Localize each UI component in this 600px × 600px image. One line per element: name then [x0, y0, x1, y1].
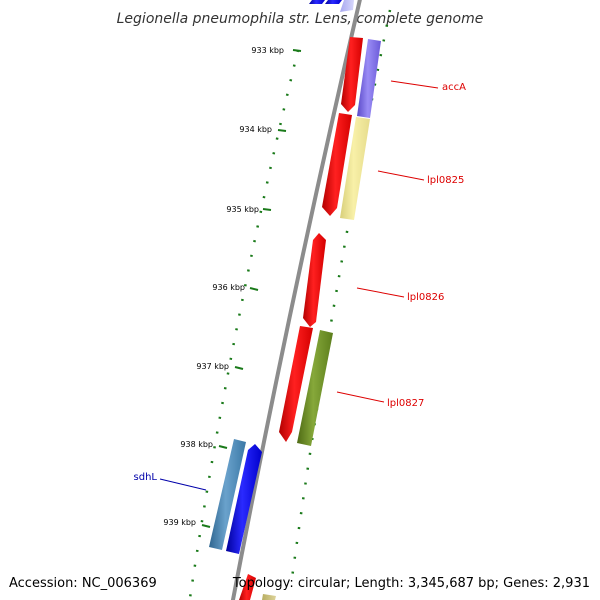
gene-label-lpl0827: lpl0827 [387, 398, 424, 409]
tick-mark-939 [201, 524, 211, 528]
gene-lpl0826-forward [303, 233, 326, 327]
tick-label-939: 939 kbp [163, 518, 196, 527]
gene-label-sdhl: sdhL [134, 472, 158, 483]
gene-lpl0827-reverse [279, 326, 313, 442]
tick-mark-938 [218, 445, 228, 449]
gene-label-lpl0826: lpl0826 [407, 292, 444, 303]
feature-partial-blue-1 [309, 0, 325, 4]
gene-label-acca: accA [442, 82, 466, 93]
tick-label-938: 938 kbp [180, 440, 213, 449]
tick-label-936: 936 kbp [212, 283, 245, 292]
callout-line-lpl0827 [336, 391, 385, 403]
tick-mark-933 [292, 49, 302, 52]
genome-backbone [230, 0, 362, 600]
callout-line-lpl0825 [377, 170, 425, 181]
tick-label-933: 933 kbp [251, 46, 284, 55]
gene-sdhl-forward [226, 444, 262, 554]
gene-lpl0825-reverse [322, 113, 352, 216]
feature-partial-blue-2 [325, 0, 342, 4]
feature-partial-red-bottom [239, 574, 256, 600]
map-title: Legionella pneumophila str. Lens, comple… [117, 11, 484, 27]
cog-acca-purple [357, 39, 381, 118]
cog-sdhl-steelblue [209, 439, 246, 550]
cog-lpl0827-olive [297, 330, 333, 446]
tick-mark-934 [277, 129, 287, 132]
callout-line-sdhl [159, 478, 207, 491]
tick-label-937: 937 kbp [196, 362, 229, 371]
feature-partial-lavender [340, 0, 354, 12]
gene-label-lpl0825: lpl0825 [427, 175, 464, 186]
gene-acca-reverse [341, 37, 363, 112]
tick-mark-936 [249, 287, 259, 291]
callout-line-lpl0826 [356, 287, 405, 298]
topology-text: Topology: circular; Length: 3,345,687 bp… [232, 576, 590, 591]
tick-label-934: 934 kbp [239, 125, 272, 134]
tick-mark-935 [262, 208, 272, 211]
accession-text: Accession: NC_006369 [9, 576, 157, 591]
tick-label-935: 935 kbp [226, 205, 259, 214]
feature-partial-khaki-bottom [262, 594, 276, 600]
cog-lpl0825-yellow [340, 117, 370, 220]
tick-mark-937 [234, 366, 244, 370]
callout-line-acca [390, 80, 439, 89]
